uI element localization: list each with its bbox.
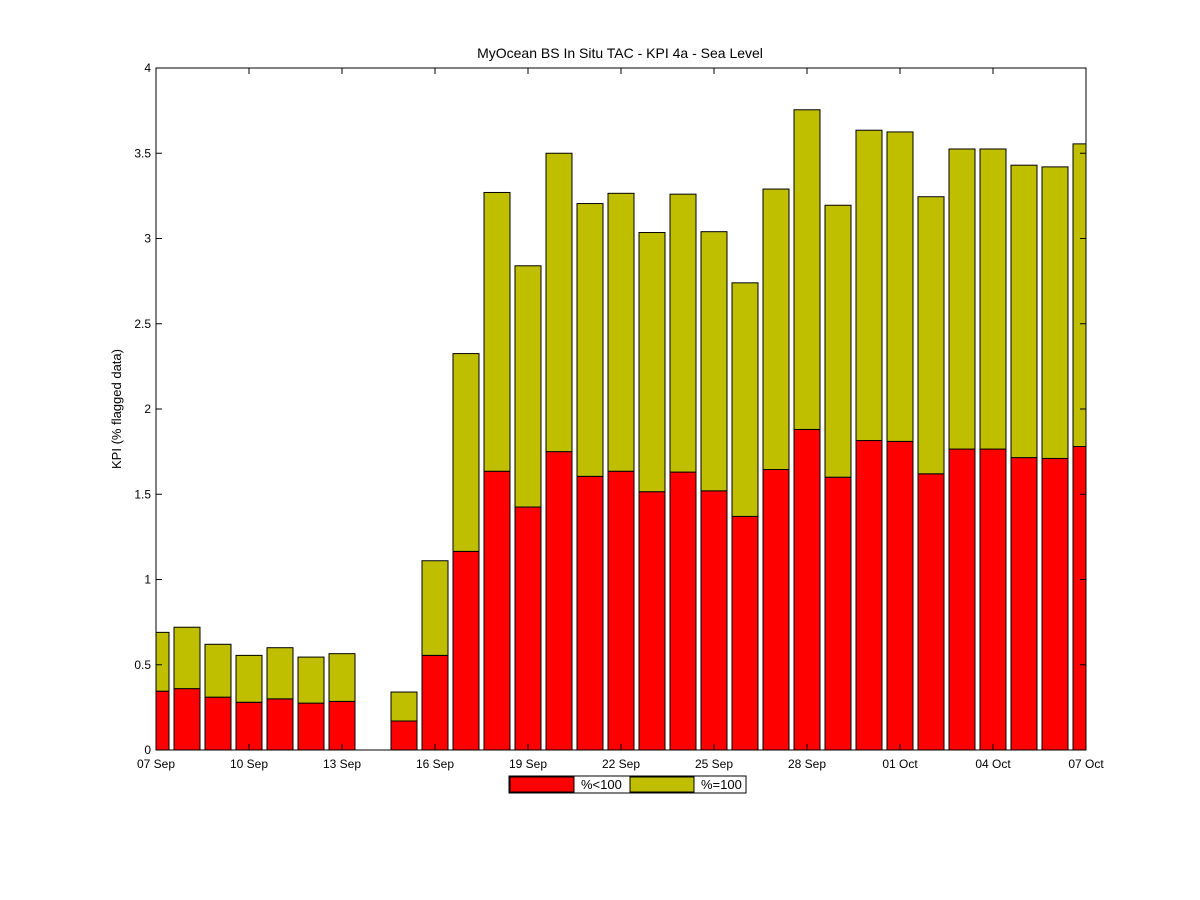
bar-equal-100-13 (545, 152, 573, 453)
bar-equal-100-15 (607, 192, 635, 472)
bar-equal-100-12 (514, 265, 542, 508)
bar-equal-100-22 (824, 204, 852, 478)
bar-equal-100-17 (669, 193, 697, 473)
x-tick-label: 22 Sep (602, 757, 640, 771)
bar-below-100-21 (793, 428, 821, 750)
x-tick-label: 07 Sep (137, 757, 175, 771)
bar-equal-100-6 (328, 653, 356, 702)
bar-below-100-3 (235, 701, 263, 750)
bar-equal-100-3 (235, 654, 263, 703)
bar-equal-100-9 (421, 560, 449, 656)
y-tick-label: 1 (144, 573, 151, 587)
chart-title: MyOcean BS In Situ TAC - KPI 4a - Sea Le… (477, 45, 763, 61)
x-tick-label: 28 Sep (788, 757, 826, 771)
bar-below-100-19 (731, 515, 759, 750)
bar-equal-100-14 (576, 203, 604, 477)
x-tick-label: 19 Sep (509, 757, 547, 771)
legend-swatch-equal-100 (629, 776, 695, 793)
bar-equal-100-29 (1041, 166, 1069, 459)
y-axis-label: KPI (% flagged data) (109, 349, 124, 469)
bar-below-100-27 (979, 448, 1007, 750)
bar-equal-100-21 (793, 109, 821, 430)
legend: %<100 %=100 (508, 775, 747, 794)
bar-below-100-9 (421, 654, 449, 750)
y-tick-label: 2 (144, 402, 151, 416)
bar-equal-100-16 (638, 232, 666, 493)
bar-equal-100-19 (731, 282, 759, 517)
bar-below-100-5 (297, 702, 325, 750)
legend-label-equal-100: %=100 (701, 777, 742, 792)
x-tick-label: 13 Sep (323, 757, 361, 771)
bar-below-100-8 (390, 720, 418, 750)
bar-below-100-29 (1041, 457, 1069, 750)
y-tick-label: 4 (144, 61, 151, 75)
bar-equal-100-1 (173, 626, 201, 690)
legend-swatch-below-100 (509, 776, 575, 793)
x-tick-label: 10 Sep (230, 757, 268, 771)
bar-equal-100-20 (762, 188, 790, 471)
bar-below-100-2 (204, 696, 232, 750)
bar-equal-100-27 (979, 148, 1007, 450)
bar-below-100-20 (762, 469, 790, 750)
bar-below-100-25 (917, 473, 945, 750)
bars-group (156, 109, 1086, 750)
bar-below-100-22 (824, 476, 852, 750)
bar-below-100-23 (855, 440, 883, 750)
x-tick-label: 16 Sep (416, 757, 454, 771)
bar-below-100-12 (514, 506, 542, 750)
bar-equal-100-28 (1010, 164, 1038, 459)
bar-below-100-4 (266, 698, 294, 750)
bar-equal-100-26 (948, 148, 976, 450)
bar-below-100-18 (700, 490, 728, 750)
y-axis-ticks: 0 0.5 1 1.5 2 2.5 3 3.5 4 (134, 61, 1086, 757)
bar-equal-100-10 (452, 353, 480, 552)
bar-below-100-1 (173, 688, 201, 750)
bar-below-100-0 (156, 690, 170, 750)
bar-equal-100-2 (204, 643, 232, 698)
legend-label-below-100: %<100 (581, 777, 622, 792)
bar-below-100-28 (1010, 457, 1038, 750)
bar-equal-100-5 (297, 656, 325, 704)
y-tick-label: 3 (144, 232, 151, 246)
bar-equal-100-24 (886, 131, 914, 442)
x-tick-label: 01 Oct (882, 757, 918, 771)
bar-below-100-11 (483, 470, 511, 750)
bar-below-100-24 (886, 440, 914, 750)
bar-below-100-26 (948, 448, 976, 750)
bar-equal-100-4 (266, 647, 294, 700)
bar-below-100-13 (545, 451, 573, 750)
y-tick-label: 2.5 (134, 317, 151, 331)
x-tick-label: 07 Oct (1068, 757, 1104, 771)
bar-equal-100-25 (917, 196, 945, 475)
bar-below-100-10 (452, 550, 480, 750)
bar-equal-100-18 (700, 231, 728, 492)
x-tick-label: 25 Sep (695, 757, 733, 771)
bar-equal-100-30 (1072, 143, 1086, 448)
bar-below-100-15 (607, 470, 635, 750)
bar-equal-100-11 (483, 191, 511, 472)
bar-equal-100-8 (390, 691, 418, 722)
bar-equal-100-23 (855, 129, 883, 442)
y-tick-label: 0 (144, 743, 151, 757)
bar-below-100-6 (328, 700, 356, 750)
bar-below-100-30 (1072, 446, 1086, 750)
x-axis-ticks: 07 Sep 10 Sep 13 Sep 16 Sep 19 Sep 22 Sep 25 S… (137, 68, 1104, 771)
bar-below-100-16 (638, 491, 666, 750)
y-tick-label: 1.5 (134, 487, 151, 501)
y-tick-label: 3.5 (134, 146, 151, 160)
bar-below-100-14 (576, 475, 604, 750)
y-tick-label: 0.5 (134, 658, 151, 672)
bar-equal-100-0 (156, 631, 170, 692)
bar-below-100-17 (669, 471, 697, 750)
x-tick-label: 04 Oct (975, 757, 1011, 771)
